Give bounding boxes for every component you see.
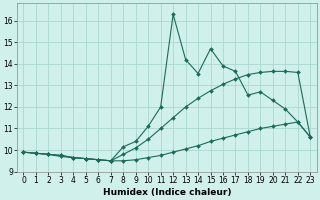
X-axis label: Humidex (Indice chaleur): Humidex (Indice chaleur) xyxy=(103,188,231,197)
